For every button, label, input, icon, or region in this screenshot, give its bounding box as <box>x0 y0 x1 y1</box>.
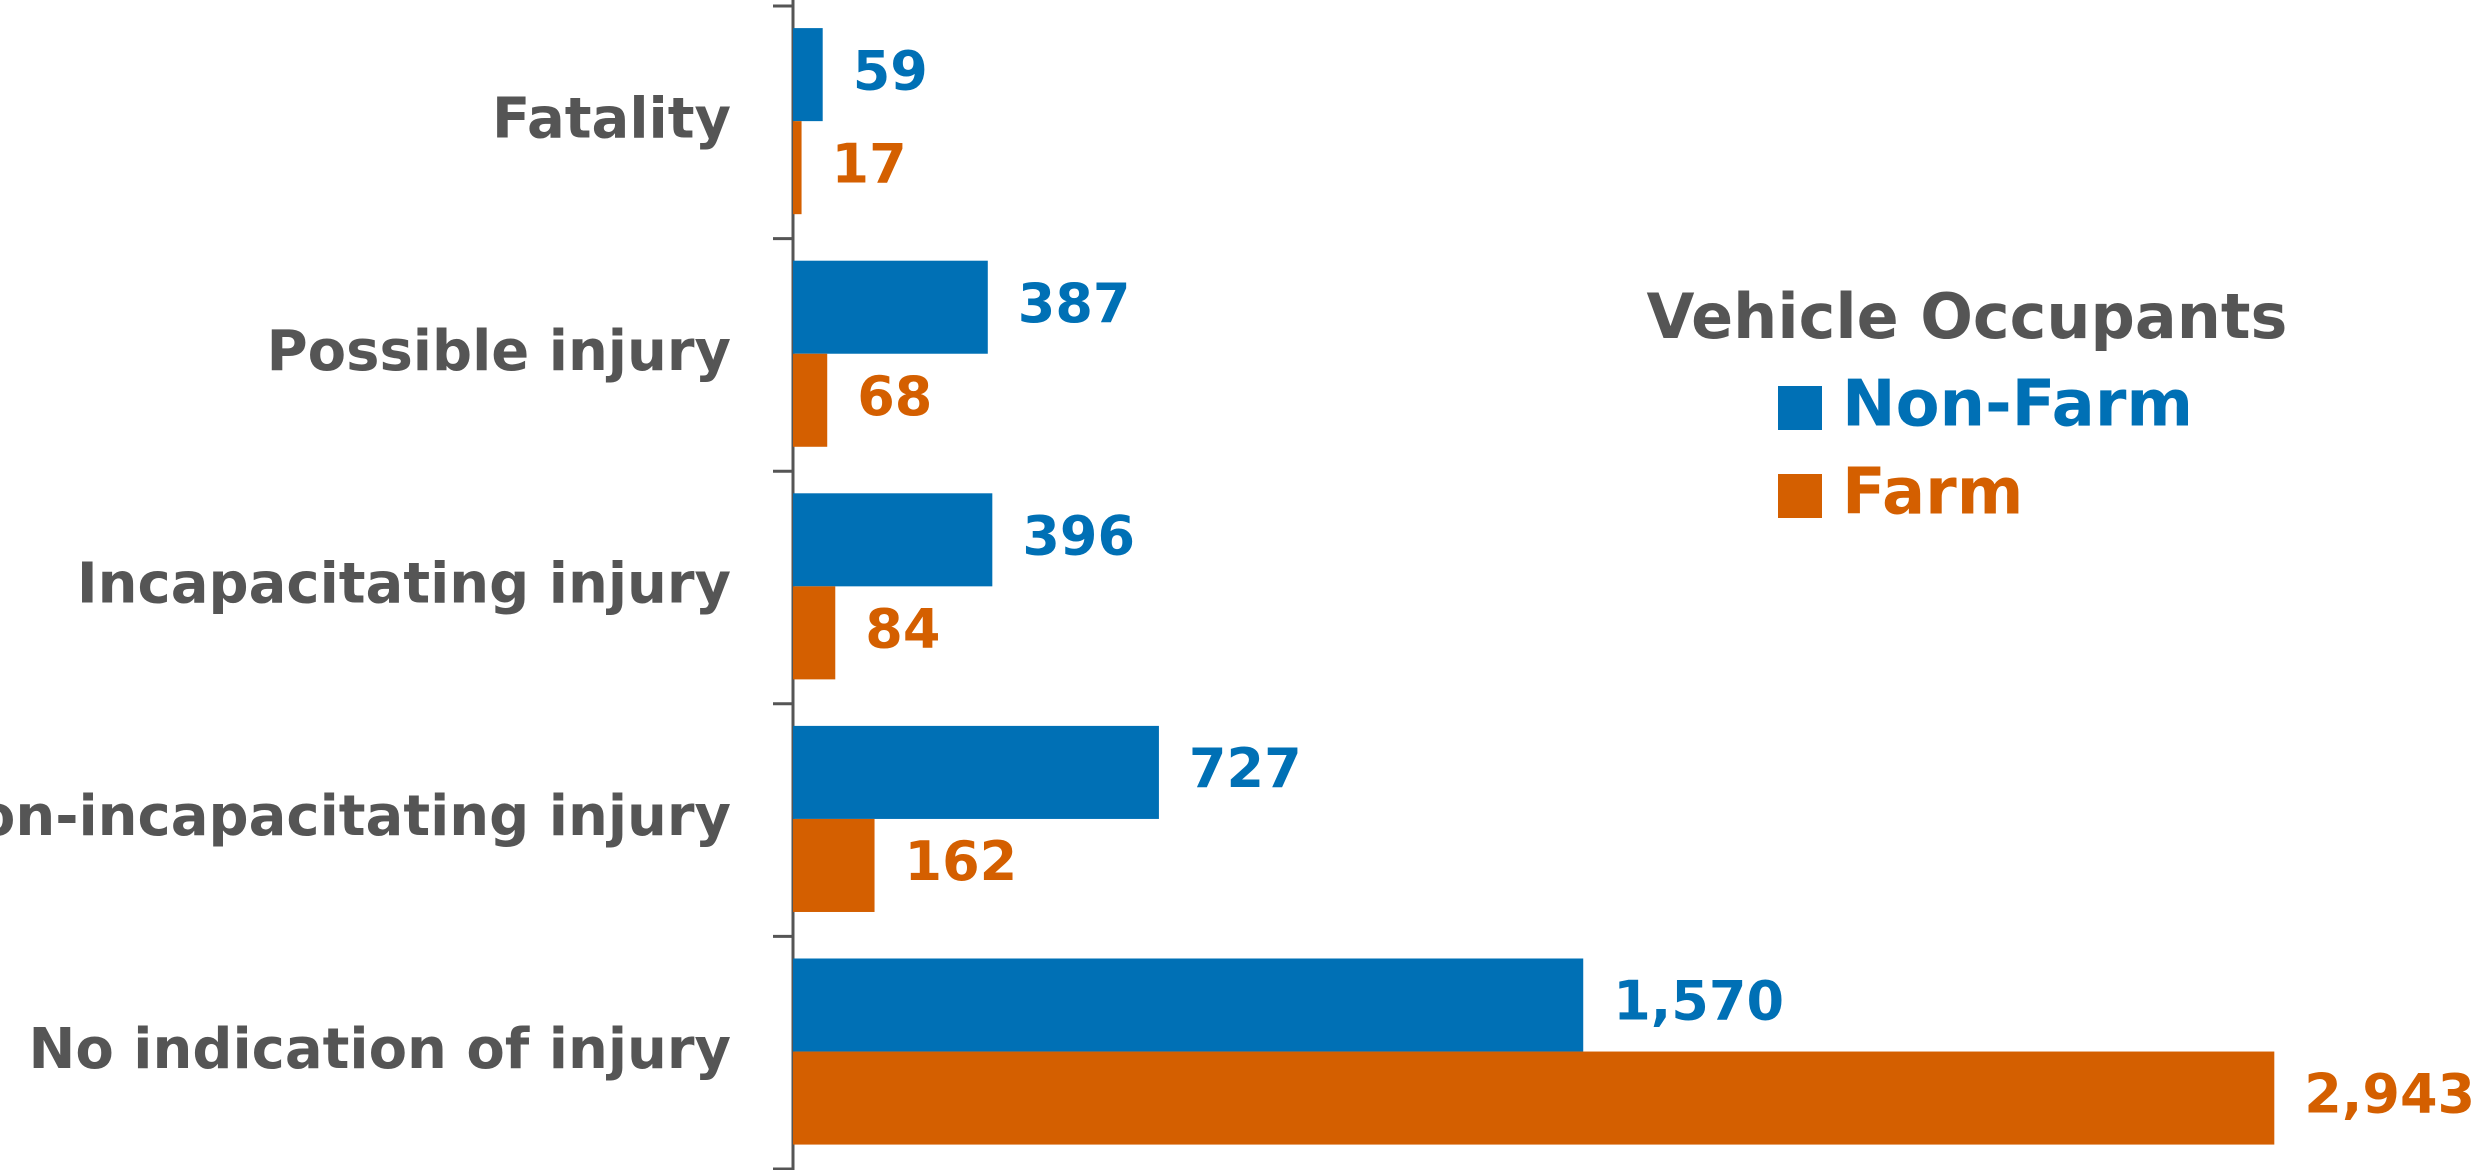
bar <box>793 260 988 354</box>
category-label: Fatality <box>492 86 731 151</box>
value-label: 727 <box>1189 737 1302 800</box>
legend-title: Vehicle Occupants <box>1647 280 2288 353</box>
bar <box>793 121 802 215</box>
category-label: Incapacitating injury <box>77 552 731 617</box>
value-label: 2,943 <box>2304 1063 2471 1126</box>
bar <box>793 353 828 447</box>
value-label: 84 <box>865 597 940 660</box>
bar <box>793 493 993 587</box>
bar <box>793 725 1159 819</box>
value-label: 396 <box>1022 504 1135 567</box>
category-label: Possible injury <box>267 319 731 384</box>
legend-swatch <box>1778 386 1822 430</box>
bar <box>793 586 836 680</box>
bar <box>793 958 1584 1052</box>
value-label: 59 <box>853 39 928 102</box>
bar <box>793 818 875 912</box>
value-label: 1,570 <box>1613 970 1784 1033</box>
category-label: No indication of injury <box>28 1017 731 1082</box>
legend-swatch <box>1778 474 1822 518</box>
value-label: 387 <box>1018 272 1131 335</box>
category-label: Non-incapacitating injury <box>0 784 731 849</box>
value-label: 17 <box>832 132 907 195</box>
bar <box>793 1051 2275 1145</box>
legend-label: Non-Farm <box>1842 368 2193 442</box>
bar <box>793 28 823 122</box>
value-label: 162 <box>905 830 1018 893</box>
legend-label: Farm <box>1842 456 2023 530</box>
value-label: 68 <box>857 365 932 428</box>
